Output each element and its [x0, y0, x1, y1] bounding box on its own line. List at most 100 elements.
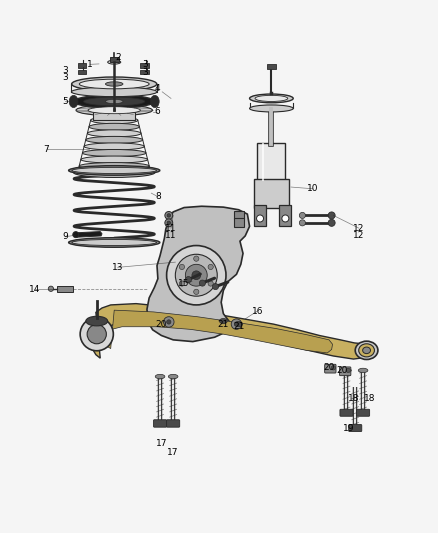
Polygon shape — [104, 310, 332, 353]
Circle shape — [194, 289, 199, 294]
Text: 8: 8 — [155, 192, 161, 201]
Text: 13: 13 — [112, 263, 124, 272]
Ellipse shape — [72, 239, 156, 246]
Circle shape — [167, 221, 170, 224]
Text: 3: 3 — [63, 74, 68, 83]
Text: 3: 3 — [142, 68, 148, 77]
Text: 21: 21 — [218, 320, 229, 329]
Ellipse shape — [150, 95, 159, 108]
Ellipse shape — [69, 166, 160, 175]
FancyBboxPatch shape — [141, 63, 149, 68]
Ellipse shape — [79, 163, 149, 169]
Text: 11: 11 — [165, 231, 177, 239]
Polygon shape — [92, 304, 371, 359]
Bar — [93, 112, 135, 120]
Ellipse shape — [86, 136, 143, 143]
Circle shape — [328, 212, 335, 219]
Text: 21: 21 — [233, 322, 244, 331]
Circle shape — [166, 320, 171, 324]
Circle shape — [166, 246, 226, 305]
Circle shape — [165, 219, 173, 227]
Ellipse shape — [91, 117, 138, 124]
Circle shape — [234, 322, 239, 326]
Circle shape — [346, 368, 350, 373]
Ellipse shape — [358, 368, 368, 373]
FancyBboxPatch shape — [78, 63, 86, 68]
Text: 14: 14 — [29, 285, 40, 294]
FancyBboxPatch shape — [141, 70, 149, 75]
Circle shape — [331, 366, 336, 370]
Circle shape — [208, 281, 213, 286]
Circle shape — [299, 220, 305, 226]
Bar — [254, 205, 266, 227]
Ellipse shape — [255, 95, 288, 101]
Bar — [279, 205, 291, 227]
Circle shape — [80, 318, 113, 351]
Ellipse shape — [250, 105, 293, 112]
Ellipse shape — [74, 168, 155, 177]
Circle shape — [179, 281, 184, 286]
Circle shape — [257, 215, 264, 222]
Circle shape — [163, 317, 174, 327]
Ellipse shape — [86, 316, 108, 326]
Text: 5: 5 — [63, 97, 68, 106]
Ellipse shape — [74, 95, 155, 108]
Text: 18: 18 — [364, 394, 375, 403]
Text: 20: 20 — [155, 320, 167, 329]
Ellipse shape — [76, 105, 152, 116]
Ellipse shape — [89, 123, 139, 130]
Ellipse shape — [88, 107, 141, 114]
Text: 12: 12 — [353, 231, 364, 239]
Ellipse shape — [87, 130, 141, 137]
Circle shape — [299, 212, 305, 219]
Ellipse shape — [78, 169, 151, 176]
FancyBboxPatch shape — [153, 420, 166, 427]
Ellipse shape — [363, 347, 371, 353]
Bar — [254, 179, 289, 207]
Ellipse shape — [106, 82, 123, 86]
Circle shape — [328, 220, 335, 227]
Text: 18: 18 — [348, 394, 359, 403]
Ellipse shape — [81, 156, 148, 163]
Circle shape — [194, 256, 199, 261]
FancyBboxPatch shape — [340, 409, 353, 416]
Text: 9: 9 — [63, 232, 68, 241]
Bar — [57, 286, 73, 292]
Text: 20: 20 — [336, 366, 348, 375]
Ellipse shape — [69, 95, 78, 108]
FancyBboxPatch shape — [325, 364, 336, 373]
Ellipse shape — [359, 344, 374, 357]
FancyBboxPatch shape — [349, 425, 362, 432]
Text: 3: 3 — [63, 66, 68, 75]
Text: 16: 16 — [252, 306, 263, 316]
Ellipse shape — [342, 368, 351, 373]
Ellipse shape — [155, 374, 165, 379]
FancyBboxPatch shape — [339, 367, 351, 376]
Circle shape — [185, 264, 207, 286]
Text: 10: 10 — [307, 184, 318, 193]
Bar — [234, 211, 244, 220]
FancyBboxPatch shape — [78, 70, 86, 75]
Circle shape — [165, 212, 173, 220]
Circle shape — [73, 231, 79, 238]
Text: 11: 11 — [165, 223, 177, 232]
Text: 17: 17 — [167, 448, 179, 457]
Text: 17: 17 — [155, 439, 167, 448]
Ellipse shape — [106, 99, 123, 103]
Ellipse shape — [108, 60, 121, 64]
Ellipse shape — [235, 321, 243, 327]
Ellipse shape — [84, 97, 145, 106]
Circle shape — [48, 286, 53, 292]
Circle shape — [179, 264, 184, 270]
Text: 7: 7 — [44, 145, 49, 154]
Circle shape — [208, 264, 213, 270]
Text: 19: 19 — [343, 424, 355, 433]
FancyBboxPatch shape — [267, 64, 276, 69]
Circle shape — [185, 277, 191, 282]
Text: 15: 15 — [178, 279, 190, 288]
Ellipse shape — [84, 143, 145, 150]
Ellipse shape — [72, 77, 157, 91]
Ellipse shape — [69, 238, 160, 247]
Polygon shape — [147, 206, 250, 342]
FancyBboxPatch shape — [110, 57, 119, 62]
